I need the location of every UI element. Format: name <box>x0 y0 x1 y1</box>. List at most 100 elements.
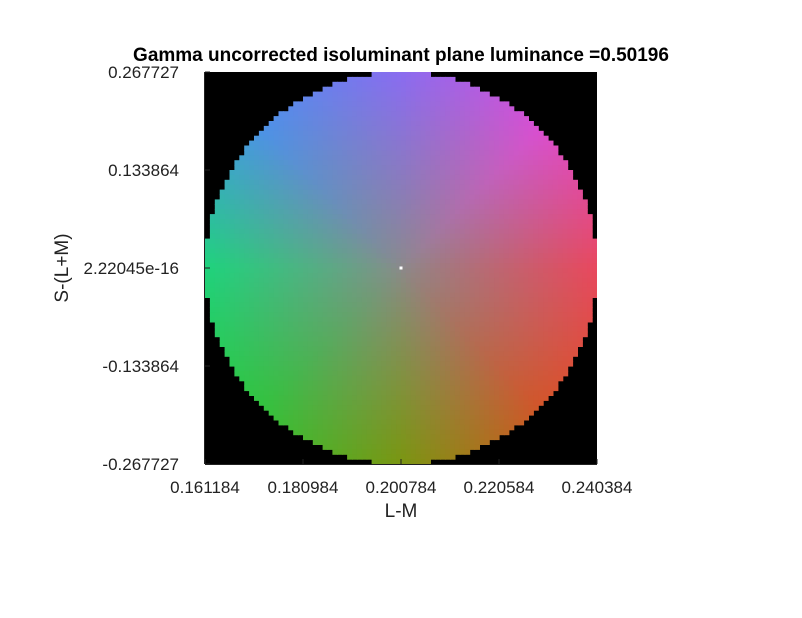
disc-cell <box>254 160 260 166</box>
disc-cell <box>410 106 417 112</box>
disc-cell <box>391 385 397 392</box>
disc-cell <box>489 233 495 240</box>
disc-cell <box>327 326 333 333</box>
disc-cell <box>435 170 441 176</box>
disc-cell <box>469 184 476 191</box>
disc-cell <box>307 424 314 431</box>
disc-cell <box>219 312 226 318</box>
disc-cell <box>499 326 505 333</box>
disc-cell <box>361 366 368 372</box>
disc-cell <box>376 204 382 210</box>
disc-cell <box>523 282 529 289</box>
disc-cell <box>317 258 324 264</box>
disc-cell <box>283 130 289 137</box>
disc-cell <box>376 366 382 372</box>
disc-cell <box>484 233 490 240</box>
disc-cell <box>435 258 441 264</box>
disc-cell <box>425 302 431 308</box>
disc-cell <box>415 449 422 455</box>
disc-cell <box>454 130 461 137</box>
disc-cell <box>499 292 505 298</box>
disc-cell <box>283 272 289 279</box>
disc-cell <box>268 170 275 176</box>
disc-cell <box>454 160 461 166</box>
disc-cell <box>557 346 564 352</box>
disc-cell <box>494 410 500 416</box>
disc-cell <box>582 277 588 284</box>
disc-cell <box>572 223 578 230</box>
disc-cell <box>337 268 343 274</box>
disc-cell <box>249 243 255 249</box>
disc-cell <box>415 160 422 166</box>
disc-cell <box>489 366 495 372</box>
disc-cell <box>322 415 329 421</box>
disc-cell <box>523 174 529 181</box>
disc-cell <box>288 405 294 411</box>
disc-cell <box>268 165 275 171</box>
disc-cell <box>386 72 392 78</box>
disc-cell <box>352 81 358 88</box>
disc-cell <box>489 165 495 171</box>
disc-cell <box>356 86 363 93</box>
disc-cell <box>499 253 505 259</box>
disc-cell <box>489 179 495 186</box>
disc-cell <box>278 199 284 205</box>
disc-cell <box>479 375 485 382</box>
disc-cell <box>214 253 221 259</box>
disc-cell <box>587 307 593 313</box>
disc-cell <box>513 199 520 205</box>
disc-cell <box>366 106 373 112</box>
disc-cell <box>420 145 427 151</box>
disc-cell <box>440 415 446 421</box>
disc-cell <box>254 165 260 171</box>
disc-cell <box>405 174 412 181</box>
disc-cell <box>356 297 363 303</box>
disc-cell <box>459 101 466 107</box>
disc-cell <box>352 116 358 122</box>
disc-cell <box>528 317 534 323</box>
disc-cell <box>454 346 461 352</box>
disc-cell <box>317 233 324 240</box>
disc-cell <box>425 243 431 249</box>
disc-cell <box>445 214 451 220</box>
disc-cell <box>258 204 265 210</box>
disc-cell <box>224 341 231 347</box>
disc-cell <box>508 268 515 274</box>
disc-cell <box>263 351 270 357</box>
disc-cell <box>268 277 275 284</box>
disc-cell <box>371 199 378 205</box>
disc-cell <box>425 76 431 83</box>
disc-cell <box>347 410 353 416</box>
disc-cell <box>454 361 461 367</box>
disc-cell <box>396 150 402 156</box>
disc-cell <box>508 165 515 171</box>
disc-cell <box>479 321 485 328</box>
disc-cell <box>332 140 338 147</box>
disc-cell <box>298 253 304 259</box>
disc-cell <box>293 375 299 382</box>
disc-cell <box>474 361 480 367</box>
disc-cell <box>420 439 427 445</box>
disc-cell <box>381 174 387 181</box>
disc-cell <box>376 434 382 441</box>
disc-cell <box>254 346 260 352</box>
disc-cell <box>405 380 412 387</box>
disc-cell <box>508 302 515 308</box>
disc-cell <box>523 375 529 382</box>
disc-cell <box>352 361 358 367</box>
disc-cell <box>303 140 309 147</box>
disc-cell <box>464 449 471 455</box>
disc-cell <box>254 214 260 220</box>
disc-cell <box>219 194 226 200</box>
disc-cell <box>557 375 564 382</box>
disc-cell <box>459 400 466 406</box>
disc-cell <box>239 307 245 313</box>
disc-cell <box>479 326 485 333</box>
disc-cell <box>327 233 333 240</box>
disc-cell <box>352 449 358 455</box>
disc-cell <box>386 135 392 142</box>
disc-cell <box>562 263 569 269</box>
disc-cell <box>371 179 378 186</box>
disc-cell <box>327 282 333 289</box>
disc-cell <box>464 439 471 445</box>
